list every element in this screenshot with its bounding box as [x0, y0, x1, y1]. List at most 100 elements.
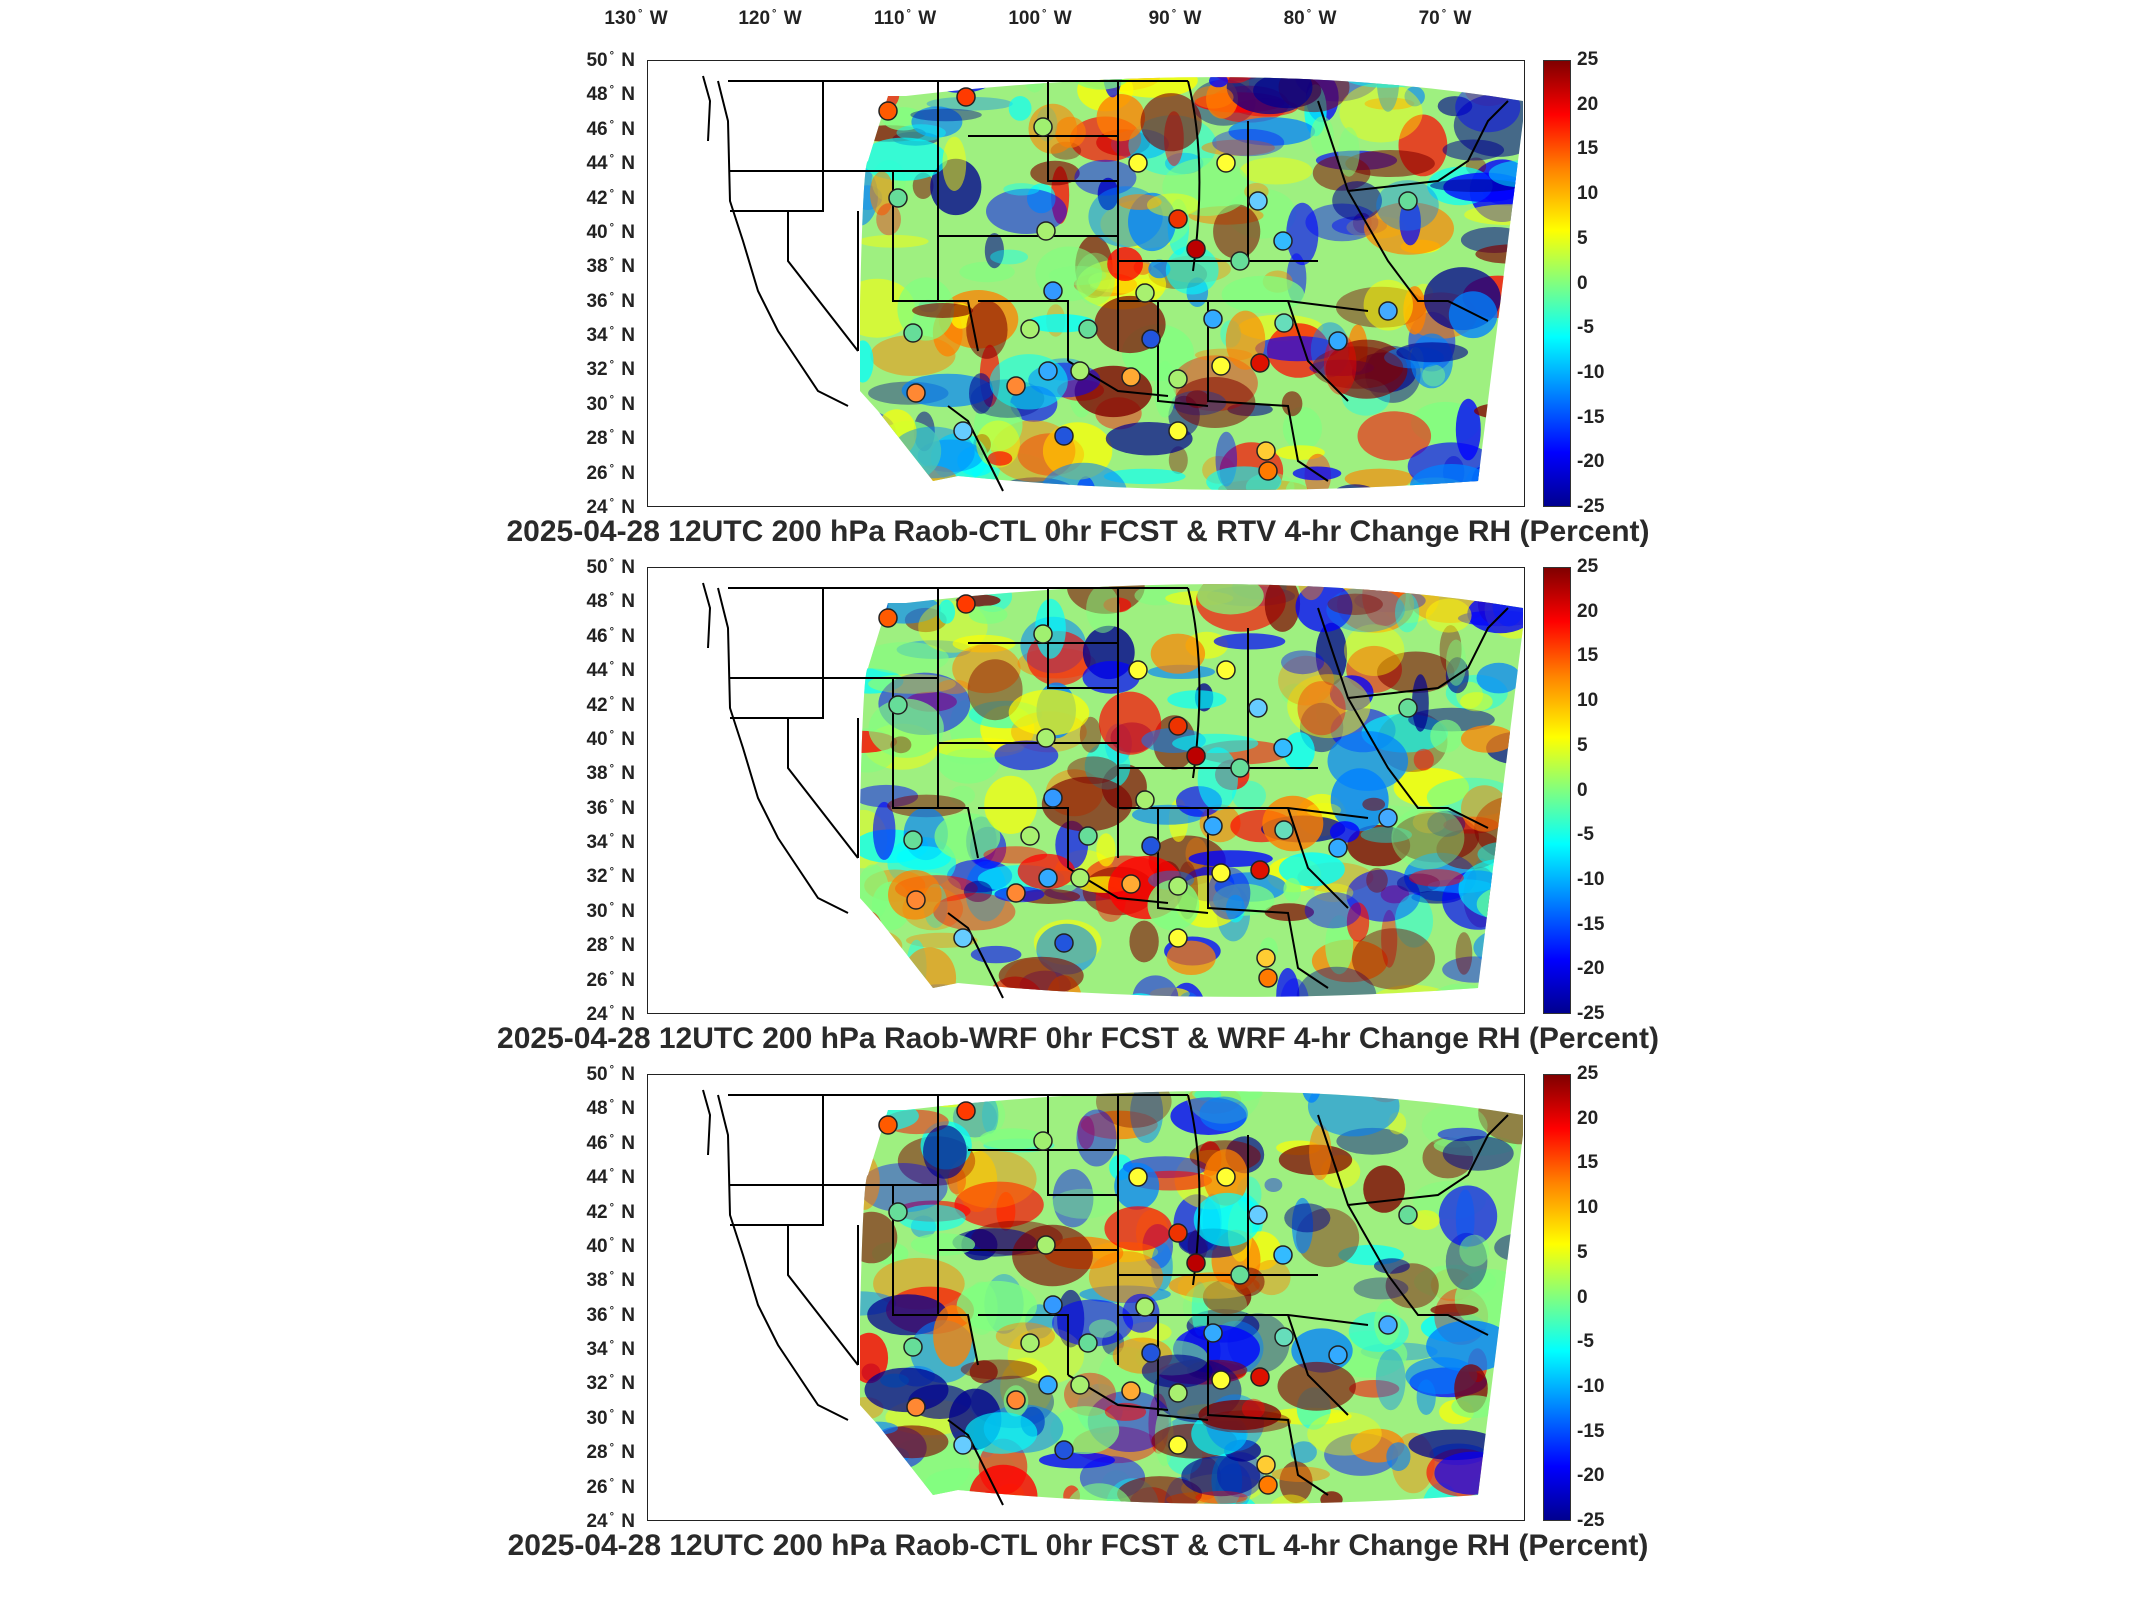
lon-deg: 120: [738, 8, 771, 29]
lat-hem: N: [616, 763, 635, 785]
rh-blob: [1430, 719, 1463, 753]
rh-blob: [956, 1280, 1037, 1332]
rh-blob: [1193, 1192, 1261, 1247]
rh-blob: [1140, 93, 1202, 152]
raob-station-marker: [1135, 790, 1155, 810]
lat-deg: 50: [586, 557, 608, 578]
rh-blob: [1086, 585, 1120, 633]
rh-blob: [1461, 785, 1508, 832]
rh-blob: [1460, 692, 1493, 712]
rh-blob: [1409, 869, 1464, 887]
raob-station-marker: [1211, 356, 1231, 376]
border-line: [1207, 1315, 1329, 1496]
rh-blob: [1459, 1234, 1490, 1267]
rh-blob: [1088, 1251, 1164, 1303]
rh-blob: [1439, 1091, 1458, 1102]
lat-hem: N: [616, 1004, 635, 1025]
lat-deg: 34: [586, 325, 608, 347]
raob-station-marker: [903, 323, 923, 343]
raob-station-marker: [1038, 1375, 1058, 1395]
rh-blob: [1430, 1303, 1479, 1316]
lat-deg: 32: [586, 359, 608, 381]
lat-hem: N: [616, 1511, 635, 1532]
raob-station-marker: [906, 383, 926, 403]
rh-blob: [898, 1204, 966, 1232]
raob-station-marker: [1273, 1245, 1293, 1265]
lat-label: 36 ° N: [586, 290, 635, 312]
lat-label: 36 ° N: [586, 797, 635, 819]
raob-station-marker: [1070, 361, 1090, 381]
raob-station-marker: [878, 1115, 898, 1135]
rh-blob: [1008, 96, 1032, 121]
lat-hem: N: [616, 1201, 635, 1223]
colorbar-tick-label: -20: [1577, 958, 1605, 980]
raob-station-marker: [1070, 868, 1090, 888]
lat-deg: 26: [586, 462, 608, 484]
rh-blob: [1150, 633, 1206, 674]
raob-station-marker: [1256, 948, 1276, 968]
rh-blob: [960, 1359, 1038, 1380]
rh-blob: [1386, 1442, 1411, 1471]
rh-blob: [1396, 342, 1469, 363]
lat-label: 48 ° N: [586, 84, 635, 106]
lon-hem: W: [778, 8, 802, 29]
lat-hem: N: [616, 866, 635, 888]
border-line: [1317, 1114, 1489, 1336]
lat-deg: 34: [586, 832, 608, 854]
rh-blob: [1362, 797, 1386, 811]
rh-blob: [1404, 86, 1425, 107]
rh-blob: [967, 659, 1023, 721]
lat-deg: 42: [586, 694, 608, 716]
raob-station-marker: [1121, 1381, 1141, 1401]
raob-station-marker: [1043, 788, 1063, 808]
raob-station-marker: [1258, 968, 1278, 988]
rh-blob: [983, 846, 1048, 864]
raob-station-marker: [956, 1101, 976, 1121]
rh-blob: [979, 1128, 1045, 1150]
rh-blob: [1344, 468, 1415, 489]
lat-deg: 34: [586, 1339, 608, 1361]
rh-blob: [1325, 915, 1354, 975]
rh-blob: [1495, 1412, 1523, 1436]
lat-hem: N: [616, 1064, 635, 1085]
colorbar: [1543, 1074, 1571, 1521]
rh-blob: [1107, 247, 1143, 281]
lat-hem: N: [616, 359, 635, 381]
rh-blob: [1030, 160, 1080, 186]
lat-deg: 26: [586, 1476, 608, 1498]
rh-blob: [1489, 476, 1519, 490]
lat-label: 26 ° N: [586, 462, 635, 484]
raob-station-marker: [1186, 1253, 1206, 1273]
rh-blob: [1088, 1319, 1118, 1338]
raob-station-marker: [1043, 1295, 1063, 1315]
lon-deg: 110: [873, 8, 905, 29]
raob-station-marker: [1186, 239, 1206, 259]
panel-title: 2025-04-28 12UTC 200 hPa Raob-CTL 0hr FC…: [506, 515, 1650, 548]
rh-blob: [905, 479, 965, 490]
lat-label: 42 ° N: [586, 187, 635, 209]
rh-blob: [1192, 85, 1234, 109]
lat-hem: N: [616, 694, 635, 716]
lat-hem: N: [616, 660, 635, 682]
border-line: [1047, 81, 1118, 182]
rh-blob: [948, 1492, 997, 1504]
rh-blob: [1304, 892, 1362, 929]
rh-blob: [1285, 479, 1308, 490]
raob-station-marker: [1273, 738, 1293, 758]
rh-blob: [1458, 584, 1523, 597]
rh-blob: [1416, 1379, 1436, 1415]
panel-title: 2025-04-28 12UTC 200 hPa Raob-WRF 0hr FC…: [497, 1022, 1659, 1055]
lat-label: 46 ° N: [586, 625, 635, 647]
rh-blob: [896, 124, 946, 142]
border-line: [1207, 301, 1329, 482]
raob-station-marker: [906, 1397, 926, 1417]
rh-blob: [1255, 336, 1340, 362]
lat-hem: N: [616, 832, 635, 854]
border-line: [1207, 808, 1329, 989]
colorbar-tick-label: 5: [1577, 734, 1588, 756]
rh-blob: [1329, 821, 1360, 843]
raob-station-marker: [903, 830, 923, 850]
lon-label: 100 ° W: [1008, 8, 1072, 29]
raob-station-marker: [1054, 426, 1074, 446]
colorbar-tick-label: -25: [1577, 496, 1605, 517]
